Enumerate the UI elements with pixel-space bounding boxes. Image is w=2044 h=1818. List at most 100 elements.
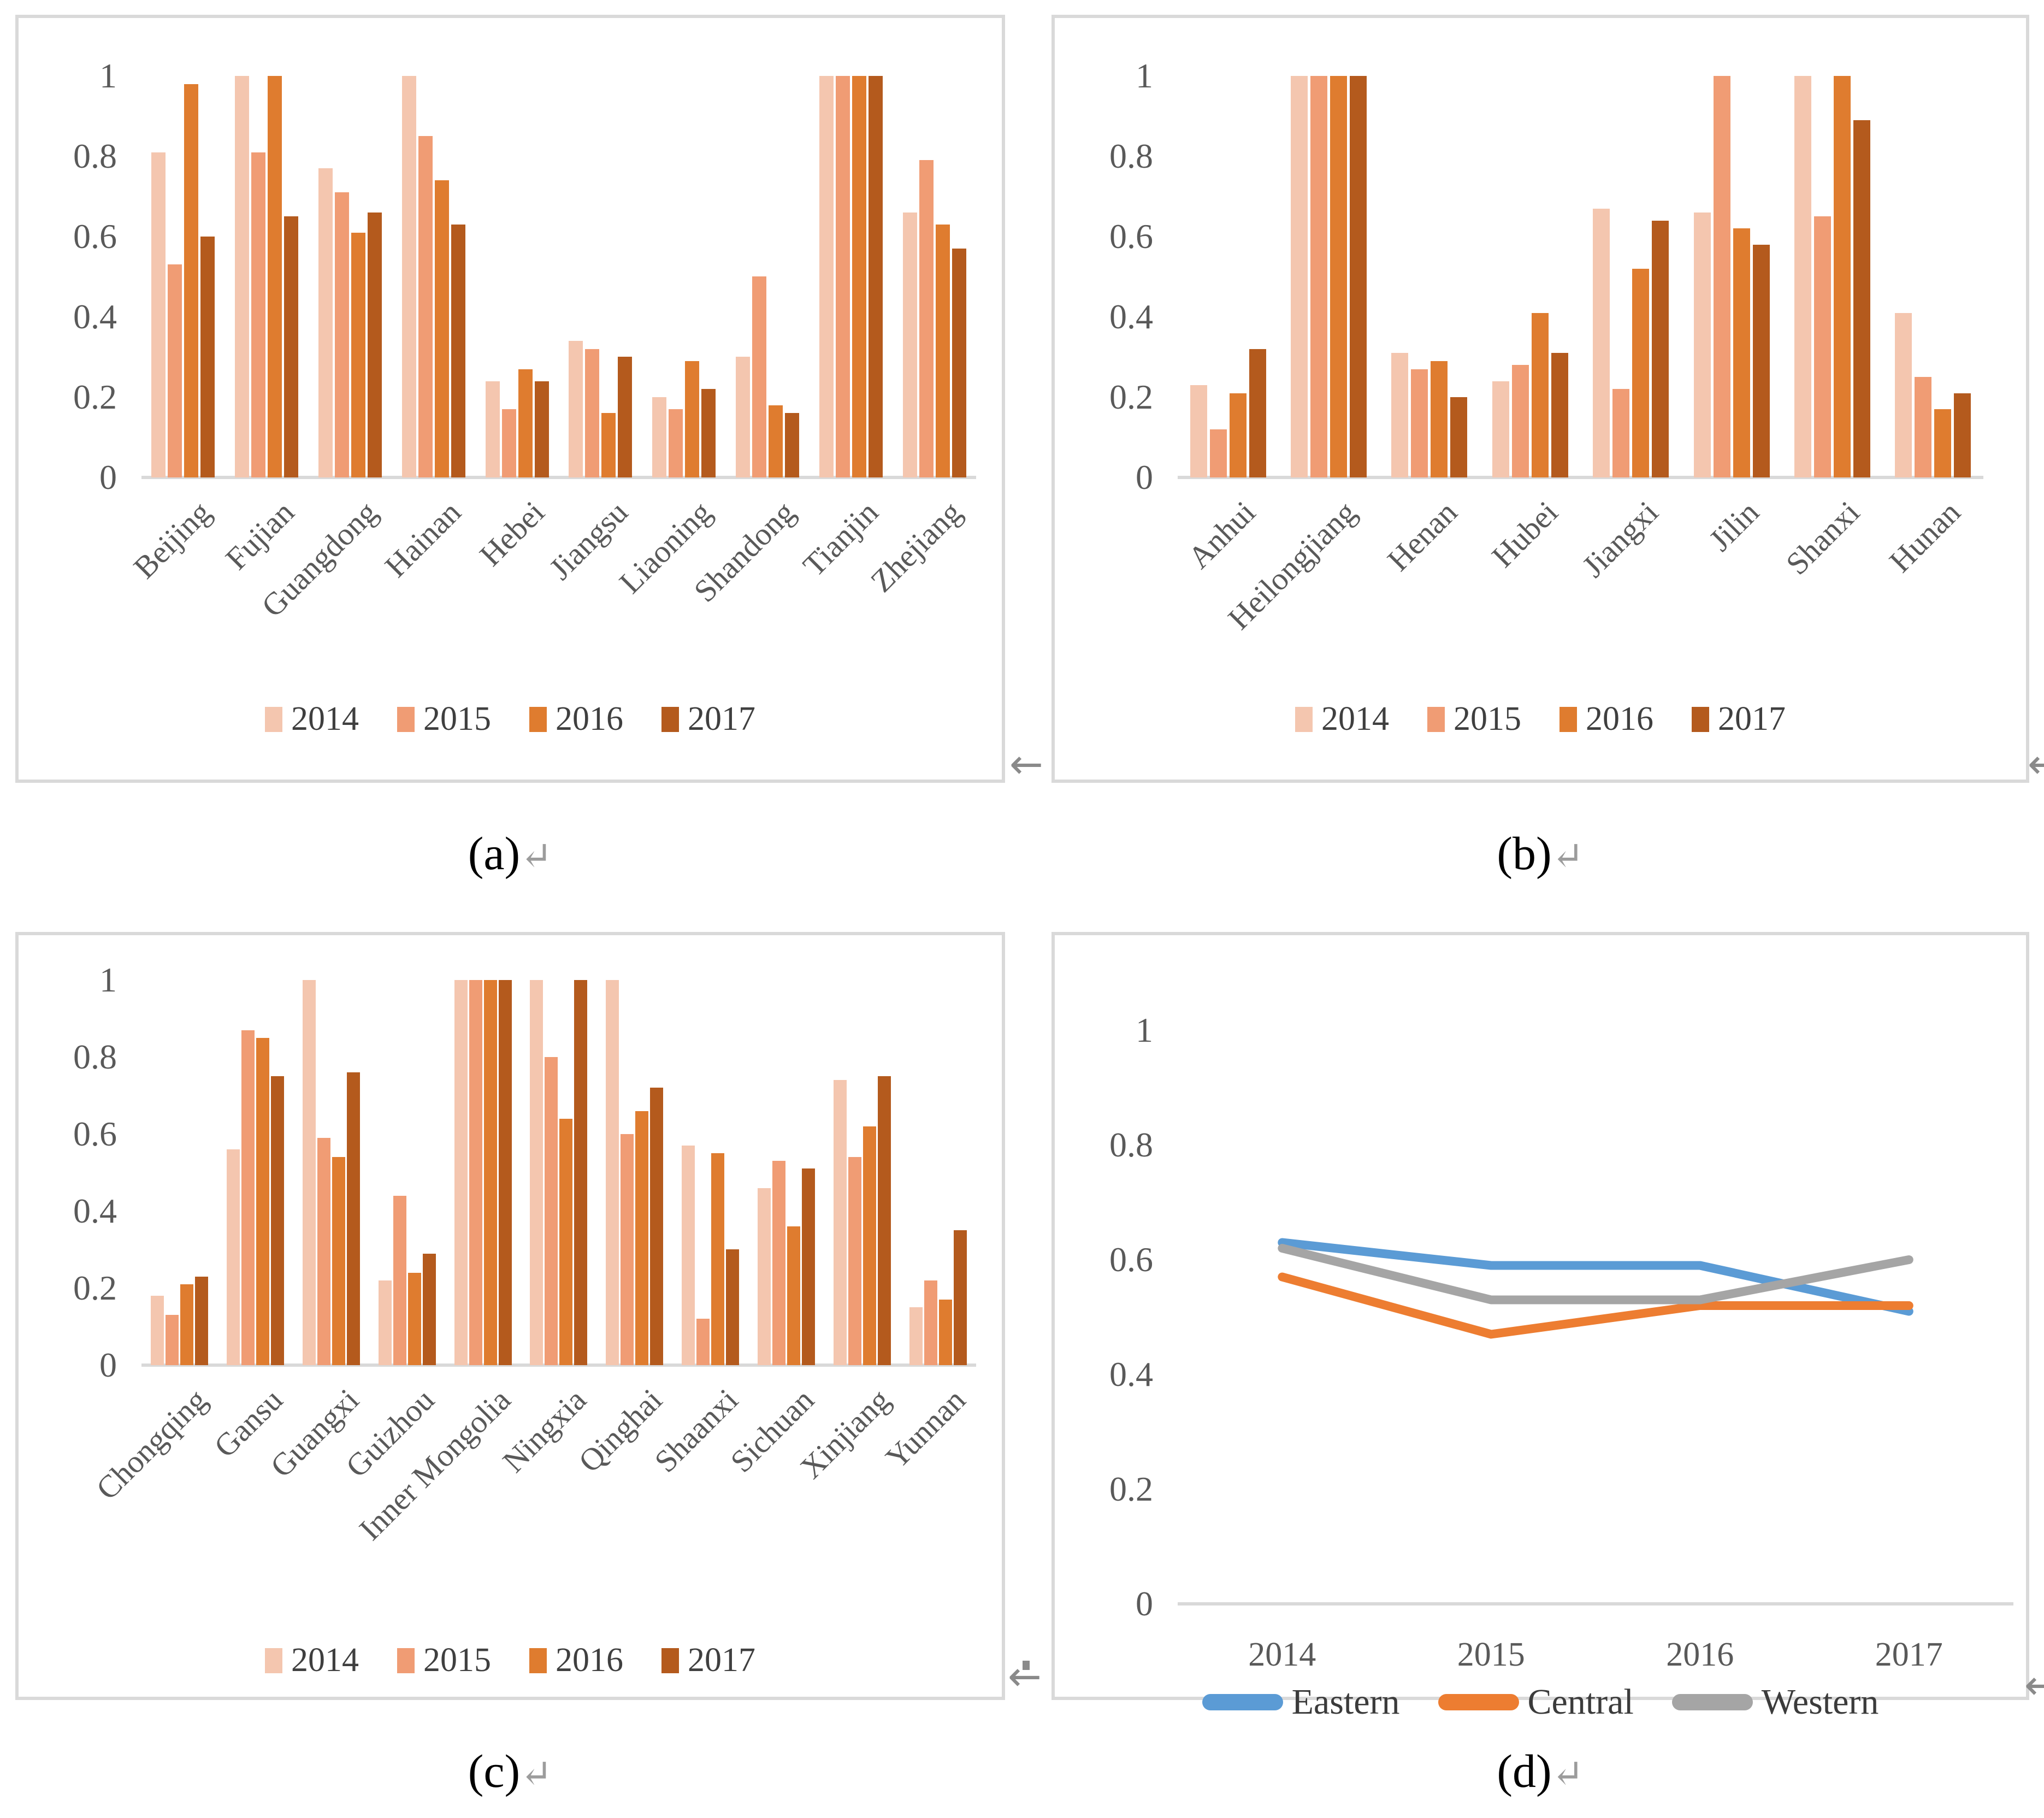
bar: [351, 233, 365, 477]
legend-label: 2015: [423, 700, 491, 737]
y-tick-label: 0.8: [73, 137, 117, 175]
caption-c-label: (c): [468, 1745, 521, 1797]
x-axis-line: [141, 476, 976, 479]
bar: [256, 1038, 269, 1365]
bar: [1915, 377, 1932, 477]
legend-item: 2017: [661, 700, 755, 739]
legend-item: 2017: [661, 1641, 755, 1680]
bar: [585, 349, 600, 477]
y-tick-label: 0.2: [73, 377, 117, 416]
bar: [270, 1076, 284, 1365]
y-tick-label: 0.6: [1109, 1240, 1153, 1279]
bar: [1612, 389, 1630, 477]
bar-group-Jiangsu: [559, 76, 642, 477]
x-category-label: Shaanxi: [647, 1382, 745, 1479]
bar: [726, 1249, 740, 1365]
y-tick-label: 0: [99, 1345, 117, 1384]
bar: [302, 980, 316, 1365]
bar: [1733, 228, 1750, 477]
bar: [1350, 76, 1367, 477]
bar: [768, 405, 783, 477]
bar: [545, 1057, 558, 1365]
bar: [334, 192, 349, 477]
bar: [168, 264, 182, 477]
bar: [150, 1296, 164, 1365]
legend-item: 2015: [1427, 700, 1521, 739]
bar: [835, 76, 850, 477]
legend-label: Western: [1761, 1682, 1879, 1722]
caption-d-label: (d): [1497, 1745, 1552, 1797]
legend-label: Central: [1527, 1682, 1634, 1722]
bar: [924, 1280, 938, 1365]
bar-group-Hainan: [392, 76, 475, 477]
bar: [469, 980, 482, 1365]
series-line-western: [1278, 1244, 1913, 1305]
legend-item: Western: [1671, 1681, 1879, 1723]
legend-label: 2016: [556, 1642, 623, 1679]
bar: [1209, 429, 1227, 477]
legend-label: 2015: [1454, 700, 1521, 737]
series-line-eastern: [1278, 1238, 1913, 1316]
caption-b: (b)↵: [1051, 826, 2029, 881]
bar-group-Shaanxi: [672, 980, 748, 1365]
bar: [787, 1226, 801, 1365]
bar-group-Ningxia: [521, 980, 597, 1365]
bar: [1310, 76, 1328, 477]
bar: [1794, 76, 1811, 477]
bar: [1551, 353, 1568, 477]
bar-group-Beijing: [141, 76, 225, 477]
bar: [1593, 209, 1610, 477]
legend-item: 2014: [265, 1641, 359, 1680]
bar: [601, 413, 616, 477]
bar: [834, 1080, 847, 1365]
bar: [1713, 76, 1730, 477]
bar: [451, 225, 465, 477]
bar: [863, 1126, 877, 1365]
legend: Eastern Central Western: [1055, 1681, 2026, 1723]
legend-label: 2015: [423, 1642, 491, 1679]
bar: [1249, 349, 1266, 477]
legend-label: 2014: [1321, 700, 1389, 737]
paragraph-return-mark: ↵: [1551, 835, 1584, 878]
y-tick-label: 0.6: [73, 217, 117, 256]
paragraph-mark-dot: [1023, 1661, 1030, 1670]
panel-c-bar-chart: 1 0.8 0.6 0.4 0.2 0 Chongqing Gansu Guangxi Guiz…: [15, 932, 1005, 1700]
legend-label: Eastern: [1291, 1682, 1400, 1722]
bar: [685, 361, 700, 477]
x-category-label: Zhejiang: [864, 494, 969, 599]
bar: [284, 216, 299, 477]
x-category-label: Henan: [1380, 494, 1464, 578]
bar-group-Hubei: [1480, 76, 1580, 477]
legend-item: 2016: [529, 700, 623, 739]
bar: [559, 1119, 573, 1365]
cell-end-arrow-icon-partial: ←: [2028, 744, 2044, 784]
bar: [401, 76, 416, 477]
bar: [317, 1138, 330, 1365]
bar: [868, 76, 883, 477]
legend-color-swatch: [1427, 706, 1445, 732]
bar-group-Hunan: [1883, 76, 1983, 477]
bar: [1895, 313, 1912, 477]
y-tick-label: 0: [1136, 458, 1153, 497]
bar: [194, 1277, 208, 1365]
bar: [1411, 369, 1428, 477]
bar: [1813, 216, 1831, 477]
y-tick-label: 0.2: [73, 1268, 117, 1307]
bar: [1531, 313, 1549, 477]
bar-group-Anhui: [1178, 76, 1278, 477]
x-axis-line: [1178, 476, 1983, 479]
caption-d: (d)↵: [1051, 1744, 2029, 1798]
paragraph-return-mark: ↵: [520, 1753, 553, 1796]
bar: [735, 357, 750, 477]
legend-label: 2017: [688, 700, 755, 737]
bar: [332, 1157, 345, 1365]
legend-color-swatch: [397, 1648, 415, 1673]
bar: [378, 1280, 392, 1365]
bar: [711, 1153, 725, 1365]
caption-a-label: (a): [468, 827, 521, 880]
bar-group-Jilin: [1681, 76, 1782, 477]
panel-b-bar-chart: 1 0.8 0.6 0.4 0.2 0 Anhui Heilongjiang Henan Hub…: [1051, 15, 2029, 783]
legend-label: 2014: [291, 700, 359, 737]
bar: [418, 136, 433, 477]
